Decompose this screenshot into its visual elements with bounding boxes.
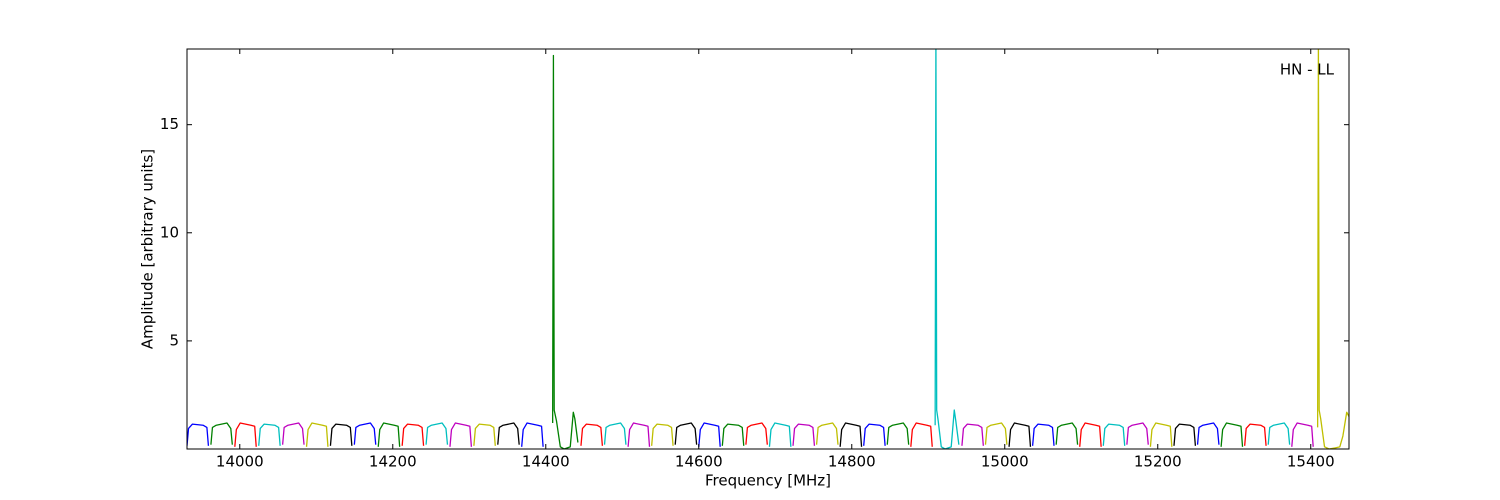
x-axis-label: Frequency [MHz] [705,472,831,490]
spectrum-line [281,422,305,445]
spectrum-line [792,423,816,446]
spectrum-line [627,422,651,447]
spectrum-line [187,423,210,446]
spectrum-line [234,422,257,447]
spectrum-line [768,422,792,447]
y-tick-label: 15 [160,115,179,133]
spectrum-line [839,422,863,447]
spectrum-line [1126,422,1149,445]
x-tick-label: 15200 [1134,453,1182,471]
spectrum-line [961,423,984,446]
x-tick-label: 14600 [675,453,723,471]
y-tick-label: 10 [160,223,179,241]
spectrum-line [1055,422,1079,445]
axes-frame [186,48,1350,450]
x-tick-label: 14200 [369,453,417,471]
x-tick-label: 15400 [1287,453,1335,471]
spectrum-line [1267,422,1291,445]
spectrum-line [580,423,604,446]
x-tick-label: 15000 [981,453,1029,471]
y-axis-label: Amplitude [arbitrary units] [139,149,157,349]
spectrum-line [1173,423,1197,446]
spectrum-line [1008,422,1032,447]
spectrum-line [1031,423,1055,446]
spectrum-line [401,423,425,446]
spectrum-line [1291,422,1314,447]
spectrum-line [698,422,721,447]
spectrum-line [497,422,520,445]
spectrum-line [1102,423,1126,446]
spectrum-line [863,423,886,446]
spectrum-line [745,422,768,445]
spectrum-line [984,422,1008,445]
spectrum-line [305,422,329,447]
spectrum-line [353,422,377,445]
spectrum-line [1149,422,1173,447]
spectrum-line [1316,49,1349,449]
spectrum-line [425,422,449,445]
x-tick-label: 14400 [522,453,570,471]
spectrum-line [674,422,698,445]
y-tick-label: 5 [169,331,179,349]
spectrum-line [521,422,544,447]
spectrum-line [473,423,496,446]
spectrum-line [815,422,839,445]
spectrum-line [934,49,960,449]
spectrum-line [651,423,674,446]
spectrum-line [449,422,473,447]
x-tick-label: 14000 [216,453,264,471]
spectrum-line [1220,422,1244,447]
spectrum-line [721,423,745,446]
spectrum-line [603,422,627,445]
spectrum-line [210,422,233,445]
spectrum-line [329,423,353,446]
spectrum-line [552,54,579,449]
spectrum-line [258,423,281,446]
spectrum-line [910,422,933,447]
spectrum-line [1244,423,1267,446]
annotation: HN - LL [1280,61,1335,79]
spectrum-line [1196,422,1220,445]
spectrum-line [377,422,401,447]
spectrum-line [1079,422,1102,447]
x-tick-label: 14800 [828,453,876,471]
plot-area [187,49,1349,449]
spectrum-line [886,422,910,445]
